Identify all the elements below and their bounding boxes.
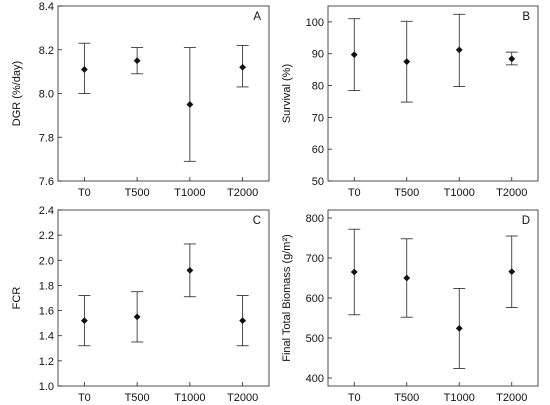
data-point	[508, 55, 516, 63]
x-tick-label: T1000	[444, 187, 475, 199]
y-axis-label: FCR	[11, 287, 23, 310]
panel-c: 1.0 1.2 1.4 1.6 1.8 2.0 2.2 2.4 T0 T500 T1000 T2000…	[11, 205, 270, 404]
x-tick-label: T2000	[227, 187, 258, 199]
x-tick-label: T1000	[174, 187, 205, 199]
x-tick-label: T500	[125, 187, 150, 199]
y-tick-label: 500	[306, 333, 324, 345]
y-axis-label: Final Total Biomass (g/m²)	[281, 234, 293, 362]
y-tick-label: 2.0	[39, 255, 54, 267]
data-point	[133, 313, 141, 321]
data-point	[403, 58, 411, 66]
y-tick-label: 7.6	[39, 176, 54, 188]
y-tick-label: 80	[312, 81, 324, 93]
y-tick-label: 8.2	[39, 45, 54, 57]
y-tick-label: 100	[306, 17, 324, 29]
y-tick-label: 60	[312, 144, 324, 156]
y-tick-label: 2.2	[39, 230, 54, 242]
panel-letter: D	[522, 215, 530, 227]
x-tick-label: T0	[78, 392, 91, 404]
y-tick-label: 2.4	[39, 205, 54, 217]
y-tick-label: 1.8	[39, 280, 54, 292]
x-tick-label: T0	[348, 392, 361, 404]
data-point	[350, 268, 358, 276]
data-point	[239, 63, 247, 71]
x-tick-label: T2000	[496, 187, 527, 199]
panel-b: 50 60 70 80 90 100 T0 T500 T1000 T2000 Survival (%…	[281, 5, 539, 199]
y-tick-label: 8.4	[39, 1, 54, 13]
data-point	[186, 101, 194, 108]
y-tick-label: 600	[306, 293, 324, 305]
data-point	[455, 325, 463, 332]
panel-letter: C	[253, 215, 261, 227]
data-point	[455, 46, 463, 54]
x-tick-label: T500	[394, 392, 419, 404]
x-tick-label: T500	[125, 392, 150, 404]
y-tick-label: 7.8	[39, 132, 54, 144]
data-point	[186, 266, 194, 274]
y-axis-label: Survival (%)	[281, 64, 293, 123]
panel-letter: B	[522, 11, 530, 23]
data-point	[239, 317, 247, 325]
x-tick-label: T1000	[174, 392, 205, 404]
x-tick-label: T0	[348, 187, 361, 199]
x-tick-label: T2000	[496, 392, 527, 404]
data-point	[133, 57, 141, 65]
x-tick-label: T2000	[227, 392, 258, 404]
y-tick-label: 1.4	[39, 331, 54, 343]
x-tick-label: T1000	[444, 392, 475, 404]
y-tick-label: 8.0	[39, 89, 54, 101]
y-tick-label: 700	[306, 253, 324, 265]
y-tick-label: 400	[306, 373, 324, 385]
y-axis-label: DGR (%/day)	[11, 61, 23, 126]
data-point	[80, 66, 88, 73]
data-point	[350, 51, 358, 59]
x-tick-label: T500	[394, 187, 419, 199]
y-tick-label: 1.2	[39, 356, 54, 368]
y-tick-label: 800	[306, 213, 324, 225]
data-point	[508, 268, 516, 275]
data-point	[403, 274, 411, 282]
x-tick-label: T0	[78, 187, 91, 199]
y-tick-label: 90	[312, 49, 324, 61]
y-tick-label: 70	[312, 112, 324, 124]
data-point	[80, 317, 88, 325]
panel-letter: A	[253, 11, 261, 23]
y-tick-label: 50	[312, 176, 324, 188]
panel-a: 7.6 7.8 8.0 8.2 8.4 T0 T500 T1000 T2000 DGR (%/da…	[11, 1, 270, 199]
plot-frame	[327, 5, 539, 182]
panel-d: 400 500 600 700 800 T0 T500 T1000 T2000 Final Tot…	[281, 209, 539, 404]
y-tick-label: 1.6	[39, 306, 54, 318]
y-tick-label: 1.0	[39, 381, 54, 393]
plot-frame	[57, 209, 270, 387]
